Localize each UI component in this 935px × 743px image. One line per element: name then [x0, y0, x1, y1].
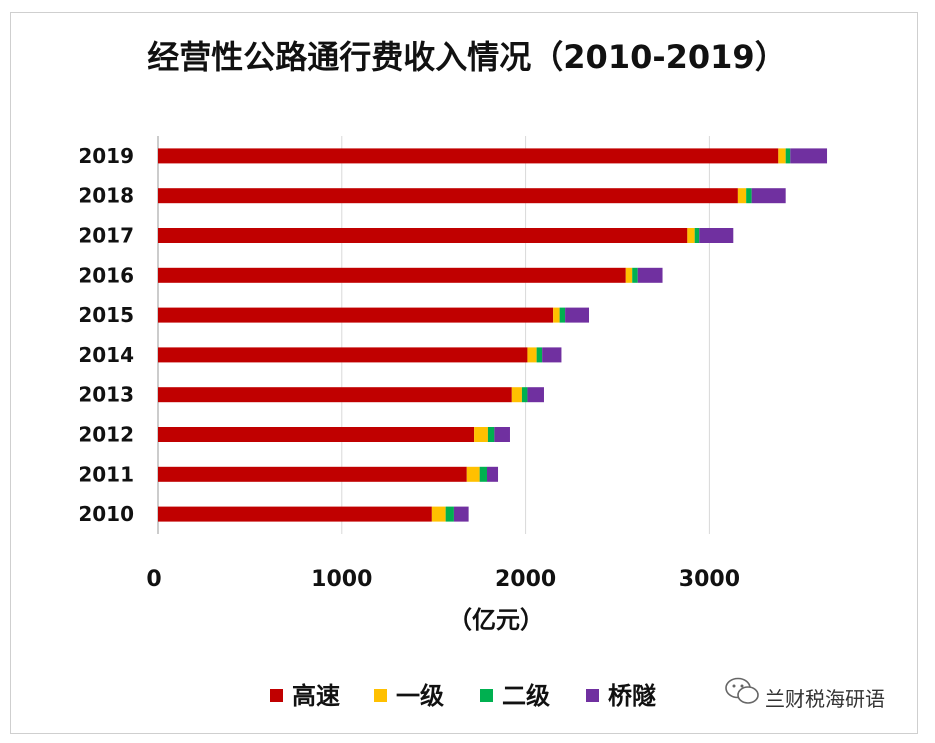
- y-tick-label: 2011: [78, 462, 134, 486]
- bar-2018-series-2: [746, 188, 752, 204]
- y-tick-label: 2016: [78, 263, 134, 287]
- legend-swatch: [270, 689, 283, 702]
- bar-2016-series-2: [632, 267, 638, 283]
- x-tick-label: 2000: [495, 567, 556, 592]
- y-tick-label: 2017: [78, 224, 134, 248]
- bar-2015-series-0: [158, 307, 554, 323]
- y-tick-label: 2018: [78, 184, 134, 208]
- bar-2018-series-0: [158, 188, 738, 204]
- bar-2015-series-1: [553, 307, 560, 323]
- bar-2012-series-3: [494, 427, 510, 442]
- bar-2016-series-1: [625, 267, 633, 283]
- bar-2011-series-0: [158, 466, 467, 482]
- bar-2019-series-2: [785, 148, 791, 164]
- bar-2013-series-0: [158, 387, 512, 403]
- bar-2011-series-2: [479, 466, 488, 482]
- bar-2014-series-0: [158, 347, 528, 363]
- y-tick-label: 2015: [78, 303, 134, 327]
- bar-2011-series-1: [466, 466, 480, 482]
- y-tick-label: 2010: [78, 502, 134, 526]
- legend-label: 一级: [396, 682, 444, 710]
- bar-2015-series-2: [559, 307, 566, 323]
- bar-2018-series-3: [751, 188, 786, 204]
- legend-label: 桥隧: [608, 682, 656, 710]
- bar-2019-series-3: [790, 148, 828, 164]
- y-tick-label: 2014: [78, 343, 134, 367]
- bar-2010-series-3: [453, 506, 469, 522]
- bar-2010-series-1: [431, 506, 446, 522]
- bars: [158, 148, 828, 522]
- bar-2017-series-1: [687, 228, 695, 243]
- bar-2019-series-0: [158, 148, 779, 164]
- legend-swatch: [586, 689, 599, 702]
- x-tick-label: 1000: [311, 567, 372, 592]
- bar-2010-series-0: [158, 506, 432, 522]
- bar-2018-series-1: [737, 188, 747, 204]
- legend-label: 二级: [502, 682, 550, 710]
- bar-2014-series-3: [542, 347, 562, 363]
- wechat-icon: [725, 677, 759, 704]
- bar-2016-series-0: [158, 267, 626, 283]
- x-axis-labels: 0 1000 2000 3000: [146, 567, 740, 592]
- bar-2011-series-3: [487, 466, 499, 482]
- chart-title: 经营性公路通行费收入情况（2010-2019）: [147, 38, 786, 76]
- watermark-text: 兰财税海研语: [765, 687, 885, 711]
- bar-2014-series-2: [536, 347, 543, 363]
- bar-2017-series-0: [158, 228, 688, 243]
- bar-2017-series-3: [699, 228, 734, 243]
- bar-2014-series-1: [527, 347, 537, 363]
- legend-label: 高速: [292, 682, 340, 710]
- watermark: 兰财税海研语: [725, 677, 885, 711]
- y-tick-label: 2013: [78, 383, 134, 407]
- legend-swatch: [480, 689, 493, 702]
- legend-swatch: [374, 689, 387, 702]
- y-tick-label: 2019: [78, 144, 134, 168]
- bar-2019-series-1: [778, 148, 786, 164]
- bar-2013-series-3: [527, 387, 544, 403]
- bar-2012-series-0: [158, 427, 475, 442]
- bar-2013-series-2: [521, 387, 528, 403]
- y-axis-labels: 2019 2018 2017 2016 2015 2014 2013 2012 2011 2010: [78, 144, 134, 526]
- bar-2010-series-2: [445, 506, 454, 522]
- bar-2016-series-3: [637, 267, 663, 283]
- x-axis-title: （亿元）: [448, 606, 544, 634]
- chart-frame: [10, 12, 918, 734]
- legend: 高速 一级 二级 桥隧: [270, 682, 656, 710]
- x-tick-label: 3000: [679, 567, 740, 592]
- bar-2012-series-2: [487, 427, 495, 442]
- bar-2012-series-1: [474, 427, 488, 442]
- x-tick-label: 0: [146, 567, 161, 592]
- y-tick-label: 2012: [78, 423, 134, 447]
- bar-2015-series-3: [565, 307, 590, 323]
- bar-2017-series-2: [694, 228, 700, 243]
- bar-2013-series-1: [511, 387, 522, 403]
